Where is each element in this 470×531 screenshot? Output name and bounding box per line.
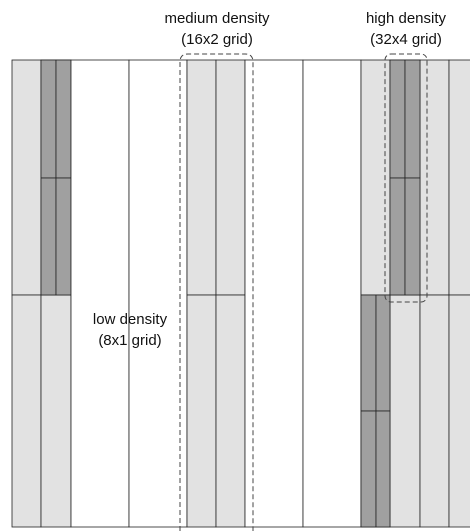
dark-cell	[375, 294, 391, 412]
high-density-bracket	[384, 53, 428, 303]
column-1-upper	[11, 59, 42, 296]
white-column	[70, 59, 130, 528]
dark-cell	[404, 177, 421, 296]
low-density-subtitle: (8x1 grid)	[98, 332, 161, 349]
column-8-lower	[448, 294, 470, 528]
column-7-upper	[419, 59, 450, 296]
dark-cell	[55, 177, 72, 296]
column-4-lower	[215, 294, 246, 528]
dark-cell	[375, 410, 391, 528]
dark-cell	[404, 59, 421, 179]
column-7-lower	[419, 294, 450, 528]
column-3-upper	[186, 59, 217, 296]
column-2-lower	[40, 294, 72, 528]
low-density-title: low density	[93, 311, 168, 328]
column-5-upper	[360, 59, 391, 296]
dark-cell	[55, 59, 72, 179]
high-density-title: high density	[366, 10, 447, 27]
white-column	[244, 59, 304, 528]
white-column	[128, 59, 188, 528]
column-1-lower	[11, 294, 42, 528]
dark-cell	[40, 59, 57, 179]
column-4-upper	[215, 59, 246, 296]
high-density-subtitle: (32x4 grid)	[370, 31, 442, 48]
medium-density-subtitle: (16x2 grid)	[181, 31, 253, 48]
dark-cell	[40, 177, 57, 296]
column-8-upper	[448, 59, 470, 296]
dark-cell	[360, 294, 377, 412]
medium-density-title: medium density	[164, 10, 270, 27]
column-3-lower	[186, 294, 217, 528]
column-6-lower	[389, 294, 421, 528]
white-column	[302, 59, 362, 528]
dark-cell	[389, 59, 406, 179]
medium-density-bracket	[179, 53, 254, 531]
dark-cell	[389, 177, 406, 296]
dark-cell	[360, 410, 377, 528]
